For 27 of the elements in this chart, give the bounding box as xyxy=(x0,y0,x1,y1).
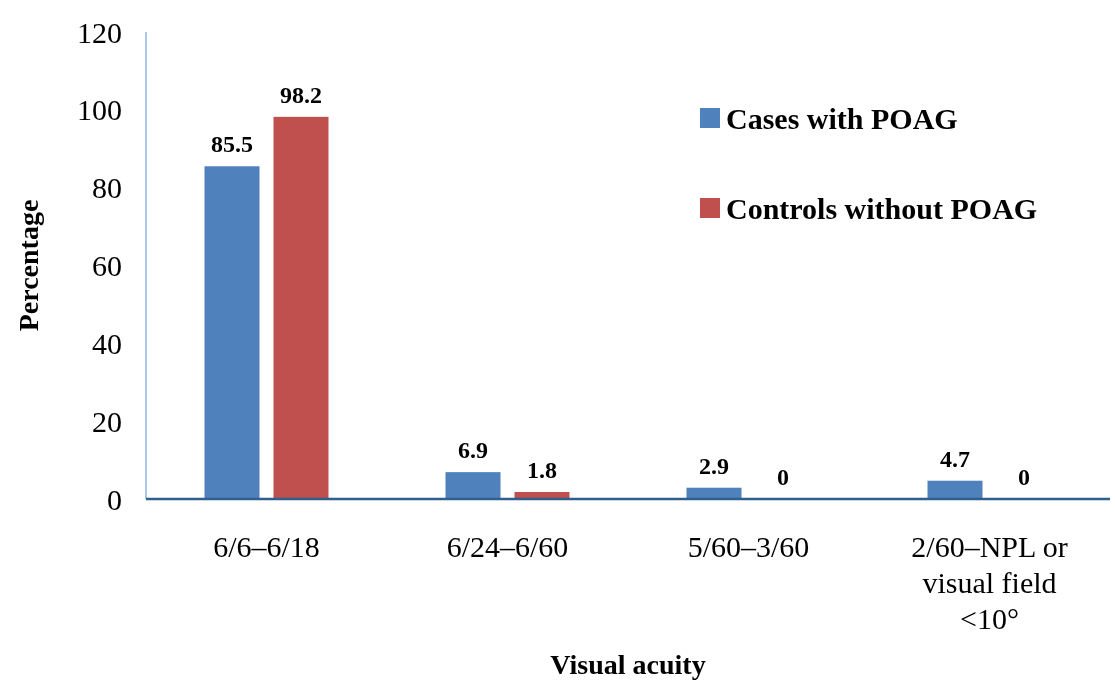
bar xyxy=(927,480,983,499)
bar xyxy=(445,472,501,499)
bar xyxy=(273,116,329,499)
x-tick-label: 5/60–3/60 xyxy=(687,530,810,563)
data-label: 85.5 xyxy=(211,131,253,158)
y-tick-label: 120 xyxy=(77,15,122,49)
data-label: 0 xyxy=(1018,464,1030,490)
data-label: 6.9 xyxy=(458,437,488,464)
y-tick-label: 0 xyxy=(107,482,122,516)
x-tick-label: 6/24–6/60 xyxy=(446,530,569,563)
data-label: 0 xyxy=(777,464,789,490)
x-tick-label: 6/6–6/18 xyxy=(213,530,320,563)
data-label: 98.2 xyxy=(280,81,322,108)
y-tick-label: 40 xyxy=(92,326,122,360)
legend-label: Controls without POAG xyxy=(726,191,1038,225)
data-label: 4.7 xyxy=(940,445,970,472)
bar xyxy=(204,166,260,499)
x-axis-title: Visual acuity xyxy=(550,649,706,680)
y-tick-label: 80 xyxy=(92,171,122,205)
y-tick-label: 100 xyxy=(77,93,122,127)
y-tick-label: 60 xyxy=(92,249,122,282)
legend-label: Cases with POAG xyxy=(726,101,958,135)
data-label: 2.9 xyxy=(699,452,729,479)
y-axis-title: Percentage xyxy=(13,199,44,332)
y-tick-label: 20 xyxy=(92,404,122,438)
x-tick-label: 2/60–NPL or visual field <10° xyxy=(911,530,1068,635)
data-label: 1.8 xyxy=(527,456,557,483)
